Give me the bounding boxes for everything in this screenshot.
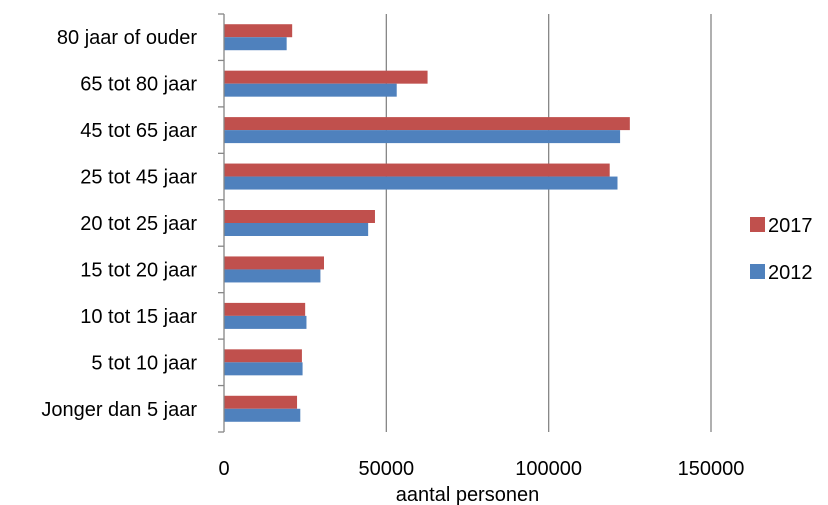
bar-2012 <box>224 223 369 236</box>
bar-2012 <box>224 269 321 283</box>
bar-2012 <box>224 130 621 144</box>
category-label: 20 tot 25 jaar <box>80 213 197 235</box>
legend: 2017 2012 <box>750 215 813 284</box>
bar-2017 <box>224 24 293 38</box>
category-label: 5 tot 10 jaar <box>91 352 197 374</box>
legend-swatch-2012 <box>750 264 765 279</box>
legend-swatch-2017 <box>750 217 765 232</box>
x-tick-labels: 0 50000 100000 150000 <box>218 458 744 480</box>
category-label: 25 tot 45 jaar <box>80 167 197 189</box>
bar-2012 <box>224 315 307 329</box>
category-label: 10 tot 15 jaar <box>80 306 197 328</box>
bar-2012 <box>224 362 303 376</box>
bar-2017 <box>224 70 428 84</box>
bar-2017 <box>224 256 324 270</box>
bar-2012 <box>224 176 618 190</box>
category-label: 45 tot 65 jaar <box>80 120 197 142</box>
bar-2012 <box>224 37 287 51</box>
legend-label-2017: 2017 <box>768 215 813 237</box>
bar-2017 <box>224 302 306 316</box>
bar-2017 <box>224 117 630 131</box>
bar-2017 <box>224 163 610 177</box>
x-tick-label: 50000 <box>359 458 415 480</box>
bar-2012 <box>224 83 397 97</box>
bar-2017 <box>224 395 298 409</box>
category-label: 80 jaar of ouder <box>57 27 197 49</box>
category-label: 65 tot 80 jaar <box>80 74 197 96</box>
category-labels: Jonger dan 5 jaar 5 tot 10 jaar 10 tot 15 … <box>41 27 197 421</box>
bar-2017 <box>224 349 302 363</box>
category-label: Jonger dan 5 jaar <box>41 399 197 421</box>
x-axis-title: aantal personen <box>396 484 539 505</box>
axes <box>218 13 225 433</box>
bar-2017 <box>224 210 375 223</box>
x-tick-label: 100000 <box>515 458 582 480</box>
bar-2012 <box>224 408 301 422</box>
x-tick-label: 150000 <box>678 458 745 480</box>
x-tick-label: 0 <box>218 458 229 480</box>
bars <box>224 24 630 422</box>
gridlines <box>385 14 712 432</box>
legend-label-2012: 2012 <box>768 262 813 284</box>
category-label: 15 tot 20 jaar <box>80 259 197 281</box>
